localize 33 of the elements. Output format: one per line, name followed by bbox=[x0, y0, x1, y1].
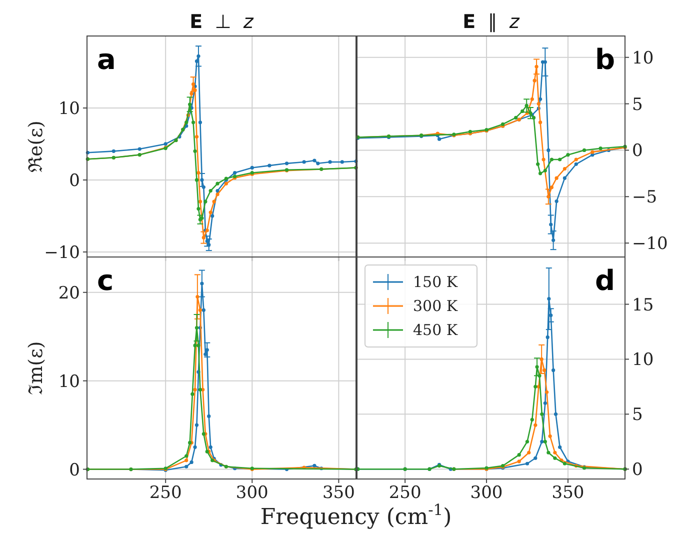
annotation: b bbox=[594, 43, 615, 76]
y-tick-label: 0 bbox=[69, 460, 80, 480]
x-tick-label: 250 bbox=[149, 483, 182, 503]
x-tick-label: 300 bbox=[236, 483, 268, 503]
annotation: c bbox=[97, 264, 114, 297]
x-tick-label: 250 bbox=[388, 483, 422, 503]
y2-tick-label: 15 bbox=[632, 295, 654, 316]
legend-label: 150 K bbox=[413, 273, 458, 291]
legend-label: 300 K bbox=[413, 297, 458, 315]
y2-tick-label: 5 bbox=[632, 94, 643, 115]
y2-tick-label: −10 bbox=[632, 234, 668, 254]
y-tick-label: 10 bbox=[58, 98, 80, 119]
chart-title: E ∥ z bbox=[462, 11, 520, 33]
y2-tick-label: 0 bbox=[632, 460, 643, 480]
y2-tick-label: 10 bbox=[632, 350, 654, 370]
y-tick-label: 0 bbox=[69, 170, 80, 191]
legend-label: 450 K bbox=[413, 321, 458, 339]
x-tick-label: 300 bbox=[470, 483, 503, 503]
y-tick-label: 20 bbox=[58, 283, 80, 304]
y2-tick-label: 10 bbox=[632, 48, 654, 68]
y-tick-label: −10 bbox=[44, 242, 80, 263]
y-axis-title: ℑm(ε) bbox=[25, 341, 47, 395]
x-tick-label: 350 bbox=[552, 483, 584, 503]
y2-tick-label: 0 bbox=[632, 141, 643, 162]
chart-title: E ⊥ z bbox=[190, 11, 254, 33]
annotation: a bbox=[97, 43, 116, 76]
y2-tick-label: −5 bbox=[632, 188, 658, 208]
y2-tick-label: 5 bbox=[632, 405, 643, 426]
y-tick-label: 10 bbox=[58, 372, 80, 392]
x-axis-title: Frequency (cm$^{-1}$) bbox=[260, 501, 452, 530]
x-tick-label: 350 bbox=[322, 483, 355, 503]
y-axis-title: ℜe(ε) bbox=[25, 120, 47, 172]
annotation: d bbox=[594, 264, 615, 297]
